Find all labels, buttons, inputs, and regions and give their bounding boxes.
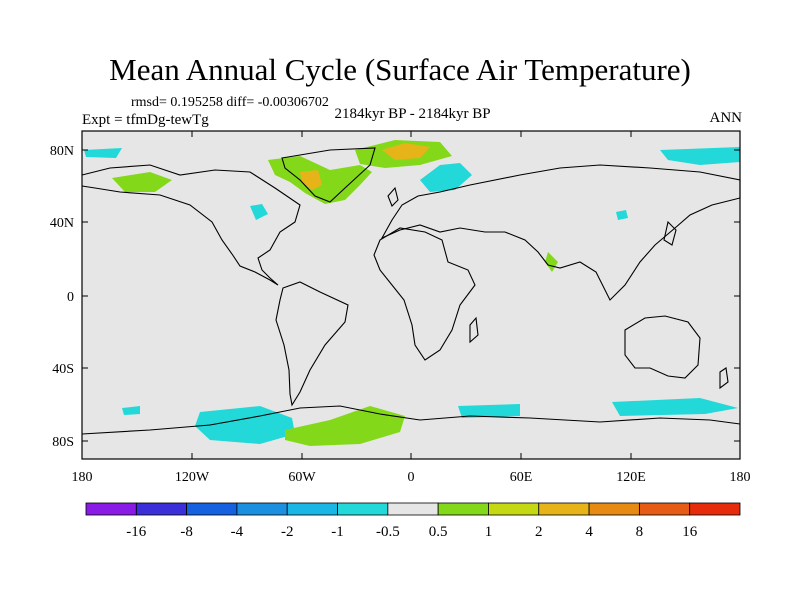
patch-siberia-negative <box>616 210 628 220</box>
patch-antarctica-e2-negative <box>458 404 520 418</box>
colorbar-swatch <box>538 502 590 516</box>
patch-canada-positive <box>112 172 172 192</box>
patch-antarctica-pos <box>285 406 405 446</box>
patch-arctic-nw-negative <box>84 148 122 158</box>
coast-australia <box>624 315 701 379</box>
coast-antarctica <box>81 405 741 435</box>
coast-uk <box>387 186 399 207</box>
lon-label-180w: 180 <box>72 470 93 485</box>
lat-label-40n: 40N <box>50 216 74 231</box>
anomaly-patches <box>84 140 740 446</box>
colorbar-swatch <box>186 502 238 516</box>
lat-label-40s: 40S <box>52 362 74 377</box>
colorbar-swatch <box>85 502 137 516</box>
season-label: ANN <box>709 110 743 126</box>
colorbar-swatch <box>488 502 540 516</box>
patch-antarctica-east-negative <box>612 398 738 416</box>
plot-title: Mean Annual Cycle (Surface Air Temperatu… <box>109 52 691 87</box>
period-text: 2184kyr BP - 2184kyr BP <box>334 106 491 122</box>
colorbar-label: 2 <box>535 524 543 540</box>
patch-greenland-orange <box>300 170 322 190</box>
coast-madagascar <box>469 316 479 344</box>
lat-label-80n: 80N <box>50 144 74 159</box>
colorbar-label: -0.5 <box>376 524 400 540</box>
colorbar-label: 8 <box>636 524 644 540</box>
patch-hudson-negative <box>250 204 268 220</box>
patch-arctic-orange <box>382 143 430 160</box>
coast-north-america <box>81 164 301 286</box>
colorbar-swatch <box>588 502 640 516</box>
lon-label-120e: 120E <box>616 470 646 485</box>
colorbar-swatch <box>437 502 489 516</box>
experiment-label: Expt = tfmDg-tewTg <box>82 112 209 128</box>
colorbar-label: 1 <box>485 524 493 540</box>
colorbar-label: -1 <box>331 524 344 540</box>
colorbar-swatch <box>236 502 288 516</box>
lon-axis: 180 120W 60W 0 60E 120E 180 <box>72 131 751 485</box>
lon-label-60w: 60W <box>288 470 316 485</box>
lon-label-60e: 60E <box>510 470 533 485</box>
patch-scandinavia-negative <box>420 163 472 192</box>
patch-weddell-negative <box>122 406 140 415</box>
colorbar-swatch <box>387 502 439 516</box>
lat-axis: 80N 40N 0 40S 80S <box>50 144 740 450</box>
lon-label-120w: 120W <box>175 470 210 485</box>
colorbar-swatch <box>337 502 389 516</box>
lat-label-80s: 80S <box>52 435 74 450</box>
colorbar-label: -4 <box>231 524 244 540</box>
colorbar-label: -2 <box>281 524 294 540</box>
colorbar-swatch <box>638 502 691 516</box>
stats-text: rmsd= 0.195258 diff= -0.00306702 <box>131 95 329 110</box>
colorbar-label: 0.5 <box>429 524 448 540</box>
colorbar-label: 4 <box>585 524 593 540</box>
lon-label-180e: 180 <box>730 470 751 485</box>
coastlines <box>81 147 741 435</box>
coast-africa <box>373 227 476 361</box>
colorbar: -16 -8 -4 -2 -1 -0.5 0.5 1 2 4 8 16 <box>85 502 741 540</box>
patch-arctic-ne-negative <box>660 147 740 165</box>
colorbar-swatch <box>286 502 338 516</box>
lat-label-0: 0 <box>67 290 74 305</box>
colorbar-swatch <box>135 502 188 516</box>
coast-eurasia <box>380 164 741 301</box>
colorbar-label: 16 <box>682 524 698 540</box>
coast-south-america <box>275 281 349 407</box>
coast-new-zealand <box>719 367 729 390</box>
colorbar-label: -8 <box>180 524 193 540</box>
colorbar-swatch <box>689 502 741 516</box>
coast-japan <box>663 220 677 246</box>
colorbar-label: -16 <box>126 524 146 540</box>
patch-antarctica-west-negative <box>195 406 295 444</box>
lon-label-0: 0 <box>408 470 415 485</box>
coast-greenland <box>281 147 376 203</box>
